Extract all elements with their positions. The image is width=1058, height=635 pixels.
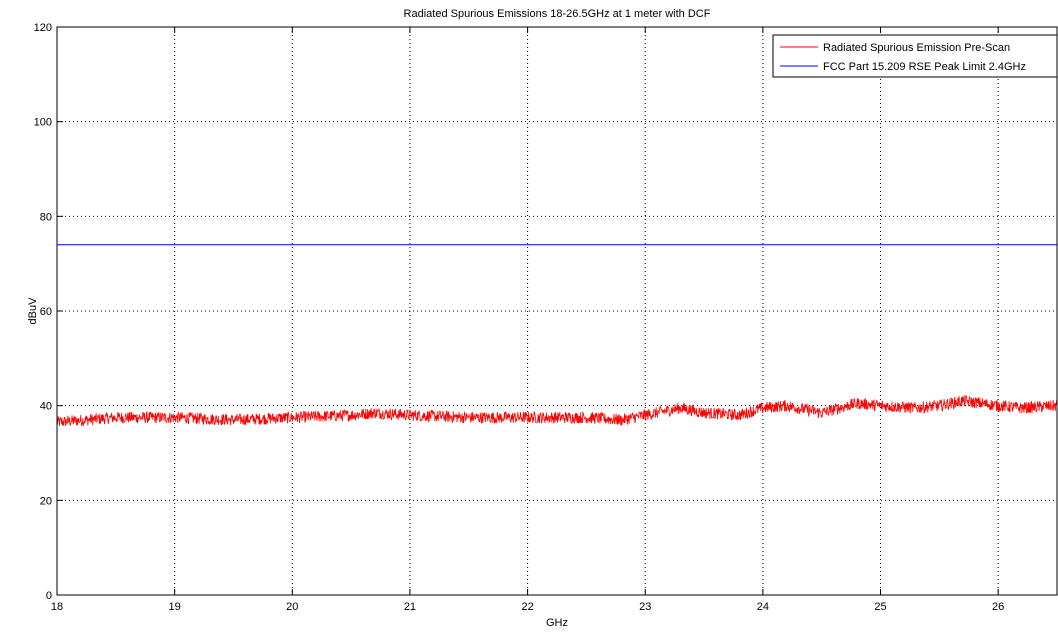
- legend-label-prescan: Radiated Spurious Emission Pre-Scan: [823, 42, 1010, 54]
- x-tick-label: 18: [51, 601, 63, 613]
- x-tick-label: 20: [286, 601, 298, 613]
- legend-label-limit: FCC Part 15.209 RSE Peak Limit 2.4GHz: [823, 61, 1026, 73]
- x-tick-label: 25: [874, 601, 886, 613]
- y-tick-label: 100: [34, 117, 52, 129]
- series-prescan-line: [56, 394, 1058, 427]
- y-tick-label: 20: [40, 495, 52, 507]
- x-tick-label: 23: [639, 601, 651, 613]
- x-tick-label: 26: [992, 601, 1004, 613]
- x-axis-label: GHz: [546, 617, 568, 629]
- x-tick-label: 22: [521, 601, 533, 613]
- y-tick-label: 60: [40, 306, 52, 318]
- series-layer: [56, 244, 1058, 427]
- legend: Radiated Spurious Emission Pre-Scan FCC …: [772, 34, 1058, 78]
- chart-title: Radiated Spurious Emissions 18-26.5GHz a…: [404, 8, 711, 20]
- axis-ticks: 18 19 20 21 22 23 24 25 26 0 20 40 60 80 100 120: [34, 22, 1005, 613]
- x-tick-label: 19: [169, 601, 181, 613]
- legend-box: [772, 34, 1058, 78]
- x-tick-label: 24: [757, 601, 769, 613]
- y-tick-label: 80: [40, 211, 52, 223]
- y-tick-label: 40: [40, 401, 52, 413]
- grid-lines: [57, 27, 1057, 595]
- y-tick-label: 120: [34, 22, 52, 34]
- y-axis-label: dBuV: [27, 297, 39, 325]
- x-tick-label: 21: [404, 601, 416, 613]
- y-tick-label: 0: [46, 590, 52, 602]
